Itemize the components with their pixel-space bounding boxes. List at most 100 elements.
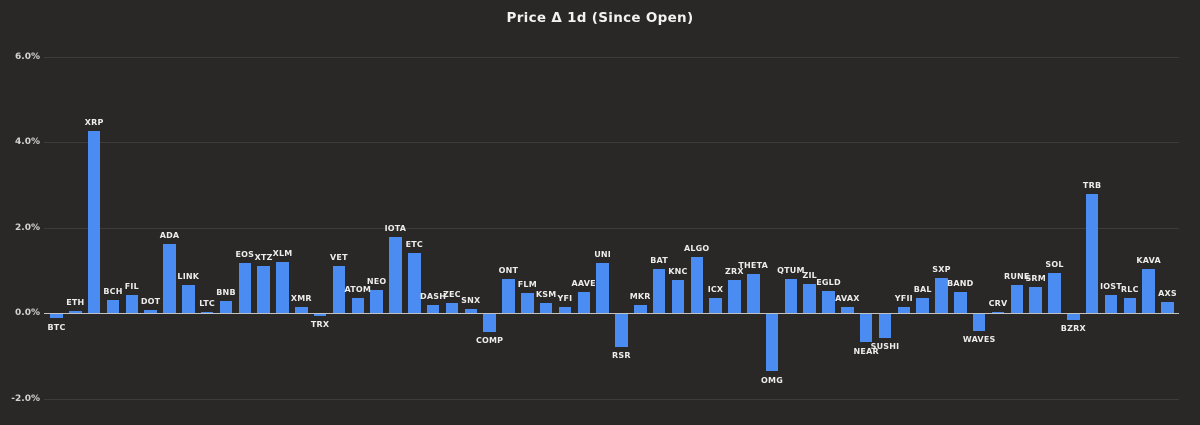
- bar-bal: [916, 297, 929, 314]
- bar-fil: [125, 295, 139, 314]
- bar-waves: [972, 313, 986, 332]
- bar-label-eos: EOS: [235, 250, 255, 260]
- bar-label-knc: KNC: [668, 267, 688, 277]
- bar-label-axs: AXS: [1158, 288, 1177, 298]
- bar-label-ltc: LTC: [199, 299, 215, 309]
- bar-ksm: [539, 303, 553, 314]
- bar-bat: [652, 269, 666, 314]
- bar-rlc: [1123, 298, 1137, 314]
- chart-title: Price Δ 1d (Since Open): [506, 10, 694, 26]
- bar-rsr: [615, 313, 628, 348]
- bar-dot: [144, 310, 157, 314]
- bar-bzrx: [1067, 313, 1080, 320]
- bar-crv: [991, 312, 1005, 314]
- bar-xmr: [295, 307, 308, 314]
- bar-sxp: [935, 277, 948, 314]
- bar-label-qtum: QTUM: [777, 265, 805, 275]
- y-axis-tick-label: 4.0%: [15, 137, 40, 148]
- y-axis-tick-label: -2.0%: [11, 393, 40, 404]
- bar-ada: [163, 244, 176, 314]
- bar-zec: [445, 303, 459, 314]
- bar-near: [859, 313, 873, 343]
- bar-vet: [332, 266, 346, 314]
- bar-label-vet: VET: [330, 253, 348, 263]
- bar-label-yfi: YFI: [557, 294, 573, 303]
- bar-label-flm: FLM: [517, 280, 537, 290]
- zero-line: [44, 313, 1179, 315]
- bar-label-trx: TRX: [310, 320, 330, 329]
- bar-label-sxp: SXP: [932, 264, 951, 274]
- bar-label-avax: AVAX: [835, 293, 860, 303]
- bar-label-sol: SOL: [1045, 259, 1064, 269]
- bar-trb: [1085, 194, 1099, 314]
- bar-label-dash: DASH: [420, 291, 447, 301]
- bar-neo: [370, 289, 383, 314]
- bar-label-algo: ALGO: [683, 244, 710, 254]
- bar-label-btc: BTC: [47, 322, 66, 332]
- bar-label-icx: ICX: [707, 285, 724, 294]
- bar-label-bal: BAL: [913, 284, 932, 294]
- bar-label-crv: CRV: [988, 299, 1008, 309]
- bar-label-ada: ADA: [159, 231, 180, 241]
- bar-label-xmr: XMR: [290, 294, 312, 303]
- bar-uni: [596, 263, 609, 314]
- bar-eos: [238, 263, 251, 314]
- bar-bch: [106, 300, 120, 314]
- bar-bnb: [219, 301, 233, 314]
- bar-xlm: [276, 262, 289, 314]
- y-axis-tick-label: 6.0%: [15, 51, 40, 62]
- bar-label-link: LINK: [177, 272, 200, 282]
- bar-etc: [408, 253, 421, 314]
- bar-label-xlm: XLM: [272, 249, 293, 259]
- bar-iota: [389, 236, 402, 314]
- bar-axs: [1161, 301, 1174, 314]
- bar-label-dot: DOT: [140, 297, 161, 306]
- bar-label-xtz: XTZ: [254, 252, 273, 262]
- bar-kava: [1142, 268, 1155, 314]
- bar-comp: [483, 313, 496, 333]
- bar-label-zrx: ZRX: [725, 267, 744, 277]
- bar-knc: [671, 280, 685, 314]
- bar-xtz: [257, 265, 270, 314]
- bar-label-near: NEAR: [853, 346, 879, 356]
- bar-label-eth: ETH: [66, 298, 85, 308]
- bar-label-band: BAND: [947, 279, 974, 288]
- bar-algo: [690, 257, 703, 314]
- bar-trx: [313, 313, 327, 316]
- bar-label-srm: SRM: [1025, 273, 1046, 283]
- bar-label-sushi: SUSHI: [870, 342, 900, 352]
- bar-mkr: [634, 304, 647, 314]
- bar-label-etc: ETC: [405, 240, 423, 250]
- gridline: [44, 56, 1179, 58]
- bar-yfi: [558, 307, 572, 314]
- bar-label-aave: AAVE: [571, 279, 596, 288]
- bar-label-trb: TRB: [1082, 181, 1102, 191]
- bar-label-rlc: RLC: [1120, 285, 1139, 295]
- bar-avax: [841, 306, 854, 314]
- bar-label-rsr: RSR: [612, 351, 631, 361]
- bar-label-bzrx: BZRX: [1060, 323, 1086, 333]
- bar-omg: [765, 313, 779, 372]
- gridline: [44, 398, 1179, 400]
- bar-theta: [747, 274, 760, 314]
- gridline: [44, 142, 1179, 144]
- bar-ont: [502, 279, 515, 314]
- bar-label-bat: BAT: [650, 256, 668, 266]
- bar-btc: [50, 313, 63, 319]
- bar-label-waves: WAVES: [962, 335, 996, 345]
- bar-label-kava: KAVA: [1136, 255, 1161, 265]
- bar-label-atom: ATOM: [344, 284, 372, 294]
- bar-label-mkr: MKR: [629, 291, 651, 301]
- bar-sol: [1048, 272, 1061, 314]
- bar-label-ksm: KSM: [535, 290, 557, 300]
- bar-label-zil: ZIL: [802, 270, 817, 280]
- bar-qtum: [784, 278, 798, 314]
- bar-iost: [1104, 295, 1118, 314]
- bar-label-omg: OMG: [761, 375, 783, 385]
- bar-label-bch: BCH: [103, 287, 123, 297]
- bar-label-xrp: XRP: [84, 118, 104, 128]
- bar-label-uni: UNI: [594, 250, 611, 259]
- gridline: [44, 227, 1179, 229]
- bar-atom: [351, 297, 364, 314]
- bar-ltc: [200, 312, 214, 314]
